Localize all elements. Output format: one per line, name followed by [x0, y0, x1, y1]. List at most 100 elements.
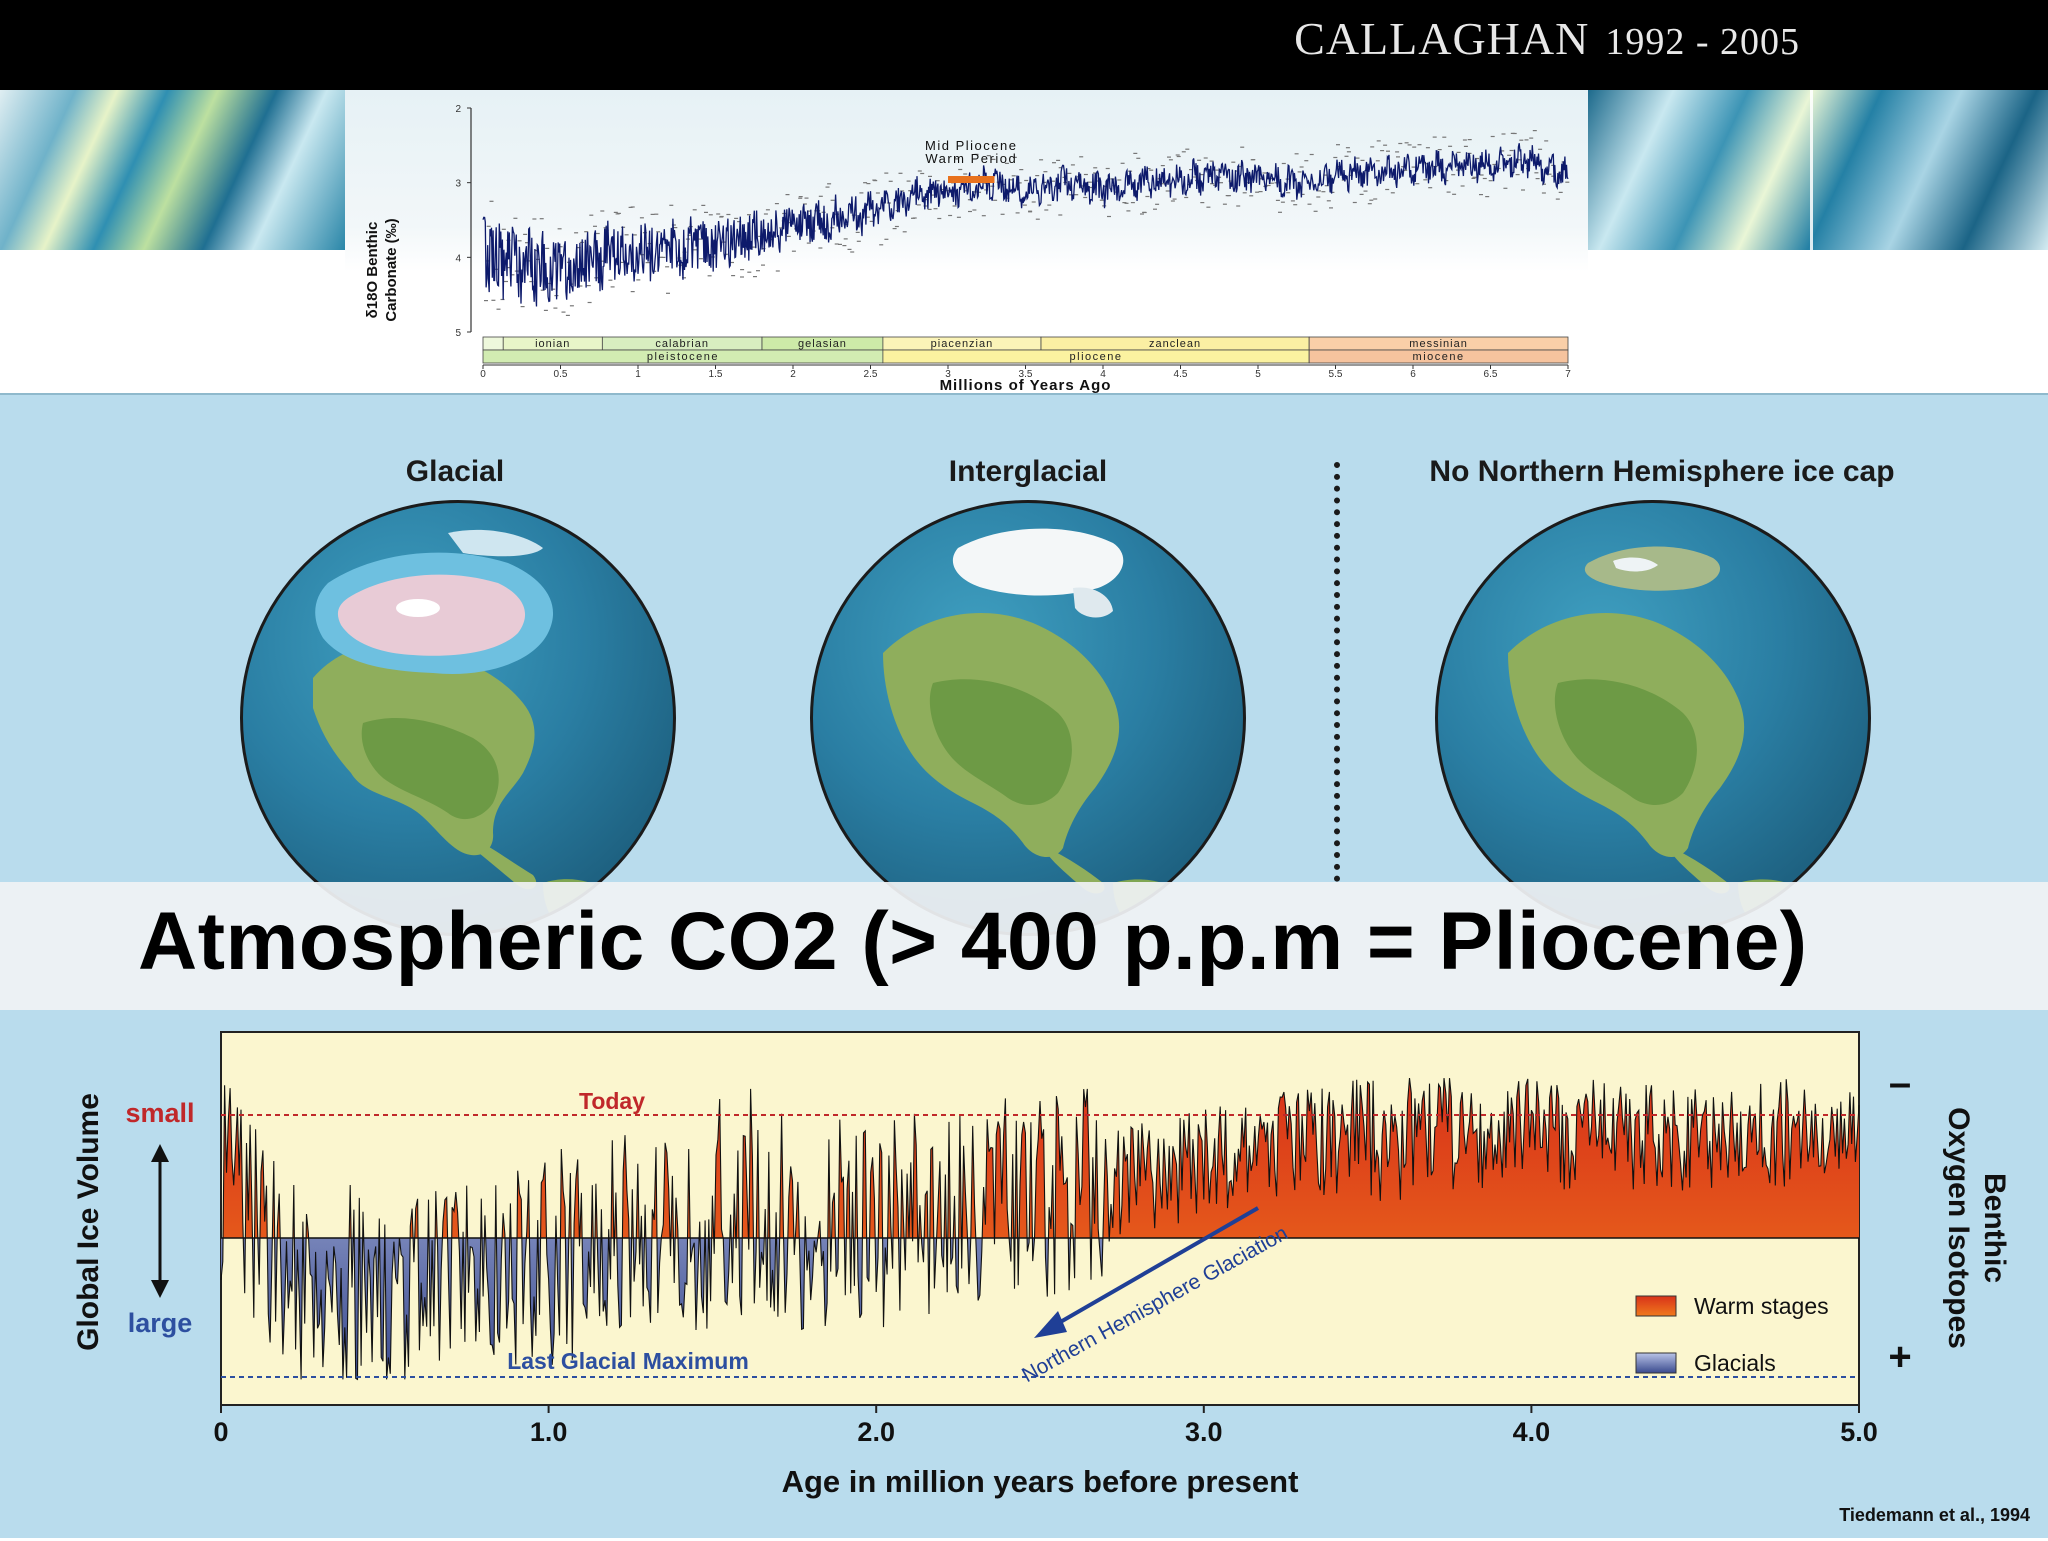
- top-x-tick-label: 5: [1255, 369, 1261, 380]
- scatter-point: [1503, 187, 1508, 189]
- scatter-point: [990, 185, 995, 187]
- header-name: CALLAGHAN: [1294, 13, 1590, 64]
- benthic-label: BenthicOxygen Isotopes: [1942, 1107, 2011, 1349]
- scatter-point: [948, 214, 953, 217]
- scatter-point: [1047, 204, 1052, 206]
- scatter-point: [1341, 179, 1346, 181]
- scatter-point: [1206, 206, 1211, 208]
- scatter-point: [884, 172, 889, 174]
- top-y-label-line2: Carbonate (‰): [383, 218, 400, 321]
- scatter-point: [1019, 169, 1024, 171]
- scatter-point: [1015, 212, 1020, 214]
- scatter-point: [620, 261, 625, 263]
- scatter-point: [1068, 194, 1073, 196]
- top-y-label-line1: δ18O Benthic: [364, 222, 381, 319]
- scatter-point: [486, 225, 491, 227]
- glacials-area: [221, 1238, 1859, 1380]
- scatter-point: [1323, 174, 1328, 176]
- scatter-point: [687, 234, 692, 236]
- scatter-point: [1105, 167, 1110, 170]
- scatter-point: [964, 190, 969, 192]
- scatter-point: [1281, 162, 1286, 165]
- scatter-point: [553, 307, 558, 309]
- ice-volume-arrow-up: [151, 1144, 169, 1162]
- scatter-point: [1479, 194, 1483, 196]
- scatter-point: [665, 266, 670, 268]
- scatter-point: [1307, 203, 1312, 205]
- scatter-point: [584, 231, 589, 233]
- citation: Tiedemann et al., 1994: [1839, 1505, 2030, 1525]
- scatter-point: [1524, 139, 1529, 141]
- scatter-point: [1197, 159, 1202, 161]
- stage-label: zanclean: [1149, 338, 1201, 350]
- scatter-point: [1415, 183, 1420, 185]
- scatter-point: [1321, 191, 1326, 193]
- scatter-point: [1031, 201, 1036, 203]
- scatter-point: [697, 238, 702, 240]
- scatter-point: [1404, 142, 1409, 144]
- scatter-point: [1355, 157, 1360, 159]
- scatter-point: [589, 214, 594, 216]
- top-x-tick-label: 2.5: [864, 369, 878, 380]
- scatter-point: [569, 305, 574, 307]
- epoch-box: [1308, 349, 1569, 364]
- scatter-point: [807, 210, 812, 212]
- bottom-x-tick-label: 0: [213, 1417, 228, 1447]
- scatter-point: [802, 203, 807, 205]
- stage-label: ionian: [535, 338, 570, 350]
- scatter-point: [1407, 144, 1412, 146]
- scatter-point: [1136, 157, 1141, 159]
- scatter-point: [1258, 191, 1263, 193]
- scatter-point: [561, 311, 566, 313]
- scatter-point: [779, 227, 784, 229]
- scatter-point: [1326, 200, 1331, 202]
- legend-glacial-label: Glacials: [1694, 1350, 1776, 1376]
- bottom-x-tick-label: 3.0: [1185, 1417, 1223, 1447]
- top-x-tick-label: 0.5: [554, 369, 568, 380]
- legend-glacial-swatch: [1635, 1352, 1677, 1374]
- scatter-point: [991, 158, 996, 160]
- scatter-point: [972, 191, 977, 193]
- scatter-point: [708, 214, 713, 216]
- scatter-point: [1492, 163, 1497, 166]
- globe-label-interglacial: Interglacial: [948, 455, 1108, 488]
- scatter-point: [974, 153, 979, 155]
- scatter-point: [1507, 154, 1512, 156]
- scatter-point: [504, 280, 508, 283]
- scatter-point: [937, 217, 942, 220]
- scatter-point: [863, 182, 868, 184]
- glaciation-arrow-head: [1034, 1311, 1067, 1338]
- scatter-point: [930, 194, 935, 196]
- scatter-point: [1500, 150, 1505, 152]
- scatter-point: [1462, 139, 1467, 141]
- scatter-point: [1251, 159, 1256, 161]
- scatter-point: [1300, 193, 1305, 195]
- scatter-point: [866, 183, 871, 185]
- scatter-point: [1363, 190, 1368, 192]
- scatter-point: [1286, 192, 1291, 194]
- scatter-point: [1189, 169, 1193, 171]
- ice-volume-series-line: [220, 1078, 1860, 1381]
- panel-divider: [1334, 462, 1340, 882]
- scatter-point: [536, 258, 540, 260]
- scatter-point: [924, 199, 929, 201]
- scatter-point: [576, 247, 581, 249]
- scatter-point: [1547, 173, 1552, 175]
- top-x-tick-label: 6: [1410, 369, 1416, 380]
- scatter-point: [747, 214, 751, 216]
- scatter-point: [806, 242, 811, 244]
- bottom-x-tick-label: 5.0: [1840, 1417, 1878, 1447]
- scatter-point: [484, 300, 488, 302]
- scatter-point: [1509, 149, 1514, 152]
- scatter-point: [525, 242, 529, 244]
- scatter-point: [1170, 200, 1175, 202]
- scatter-point: [1099, 199, 1104, 201]
- scatter-point: [1558, 171, 1563, 173]
- stage-label: calabrian: [655, 338, 709, 350]
- scatter-point: [1460, 185, 1465, 187]
- scatter-point: [855, 231, 860, 233]
- scatter-point: [1210, 183, 1215, 185]
- scatter-point: [1012, 156, 1017, 158]
- scatter-point: [1479, 174, 1484, 176]
- top-y-label: δ18O Benthic Carbonate (‰): [364, 218, 400, 321]
